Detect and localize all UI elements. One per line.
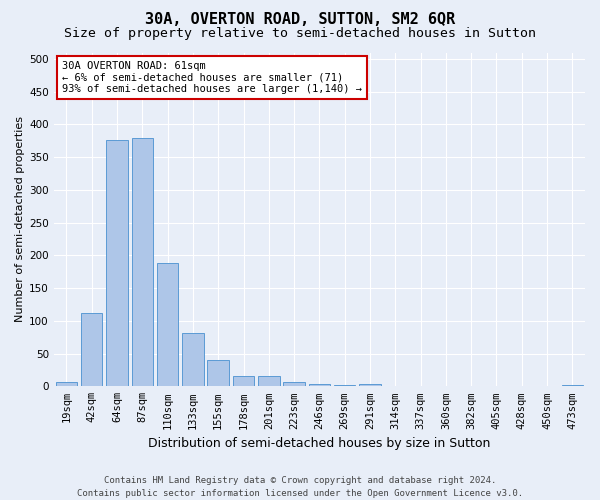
- X-axis label: Distribution of semi-detached houses by size in Sutton: Distribution of semi-detached houses by …: [148, 437, 491, 450]
- Bar: [182, 332, 203, 386]
- Bar: [258, 376, 280, 386]
- Bar: [157, 264, 178, 386]
- Bar: [106, 140, 128, 386]
- Bar: [233, 376, 254, 386]
- Bar: [56, 382, 77, 386]
- Y-axis label: Number of semi-detached properties: Number of semi-detached properties: [15, 116, 25, 322]
- Text: 30A OVERTON ROAD: 61sqm
← 6% of semi-detached houses are smaller (71)
93% of sem: 30A OVERTON ROAD: 61sqm ← 6% of semi-det…: [62, 61, 362, 94]
- Bar: [283, 382, 305, 386]
- Bar: [308, 384, 330, 386]
- Text: Contains HM Land Registry data © Crown copyright and database right 2024.
Contai: Contains HM Land Registry data © Crown c…: [77, 476, 523, 498]
- Bar: [334, 385, 355, 386]
- Text: Size of property relative to semi-detached houses in Sutton: Size of property relative to semi-detach…: [64, 28, 536, 40]
- Bar: [131, 138, 153, 386]
- Bar: [359, 384, 381, 386]
- Bar: [208, 360, 229, 386]
- Bar: [562, 385, 583, 386]
- Text: 30A, OVERTON ROAD, SUTTON, SM2 6QR: 30A, OVERTON ROAD, SUTTON, SM2 6QR: [145, 12, 455, 28]
- Bar: [81, 313, 103, 386]
